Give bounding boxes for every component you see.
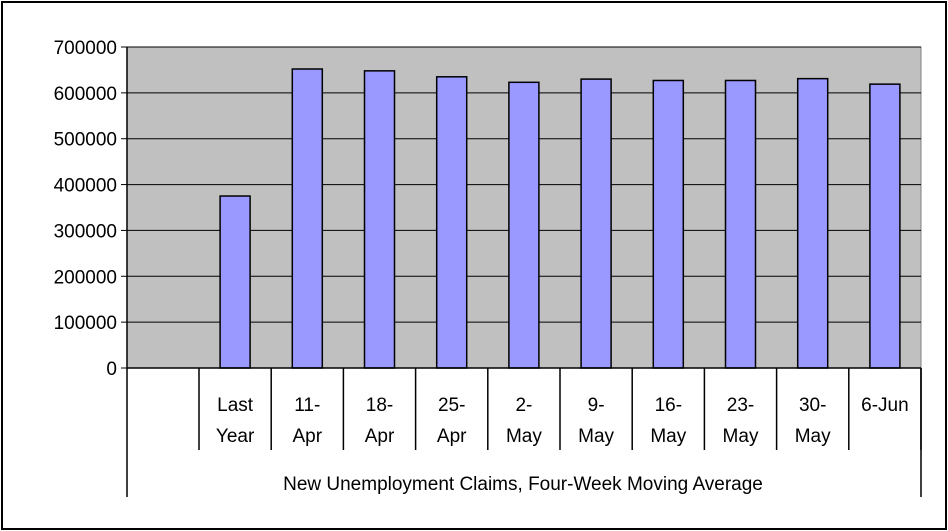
x-tick-label: 2-: [515, 395, 532, 416]
y-tick-label: 200000: [54, 267, 117, 288]
x-tick-label: Apr: [437, 426, 467, 447]
x-tick-label: 18-: [366, 395, 393, 416]
bar: [869, 83, 901, 369]
bar: [219, 195, 251, 369]
x-tick-label: May: [650, 426, 686, 447]
x-tick-label: 25-: [438, 395, 465, 416]
bar: [724, 79, 757, 369]
y-tick-label: 700000: [54, 38, 117, 59]
x-tick-label: Year: [216, 426, 255, 447]
y-tick-label: 500000: [54, 130, 117, 151]
bar: [363, 70, 396, 369]
x-tick-label: 6-Jun: [861, 395, 909, 416]
y-tick-label: 300000: [54, 221, 117, 242]
bar: [435, 76, 468, 369]
bars: [219, 68, 901, 369]
y-tick-label: 400000: [54, 176, 117, 197]
x-tick-label: May: [578, 426, 614, 447]
x-tick-label: May: [723, 426, 759, 447]
x-tick-label: 16-: [655, 395, 682, 416]
x-tick-label: 23-: [727, 395, 754, 416]
y-tick-label: 100000: [54, 313, 117, 334]
x-tick-label: 11-: [294, 395, 320, 416]
bar: [796, 77, 829, 369]
x-tick-label: 9-: [588, 395, 605, 416]
bar: [508, 81, 540, 369]
y-tick-label: 600000: [54, 84, 117, 105]
labels: 0 100000 200000 300000 400000 500000 600000 700…: [54, 38, 909, 447]
x-tick-label: May: [795, 426, 831, 447]
x-tick-label: 30-: [799, 395, 826, 416]
bar: [580, 78, 612, 369]
bar: [291, 68, 324, 369]
axes: [121, 46, 922, 497]
x-tick-label: May: [506, 426, 542, 447]
x-tick-label: Last: [217, 395, 254, 416]
x-tick-label: Apr: [365, 426, 395, 447]
x-tick-label: Apr: [293, 426, 323, 447]
y-tick-label: 0: [106, 359, 117, 380]
x-axis-label: New Unemployment Claims, Four-Week Movin…: [283, 474, 763, 495]
bar: [652, 79, 685, 369]
